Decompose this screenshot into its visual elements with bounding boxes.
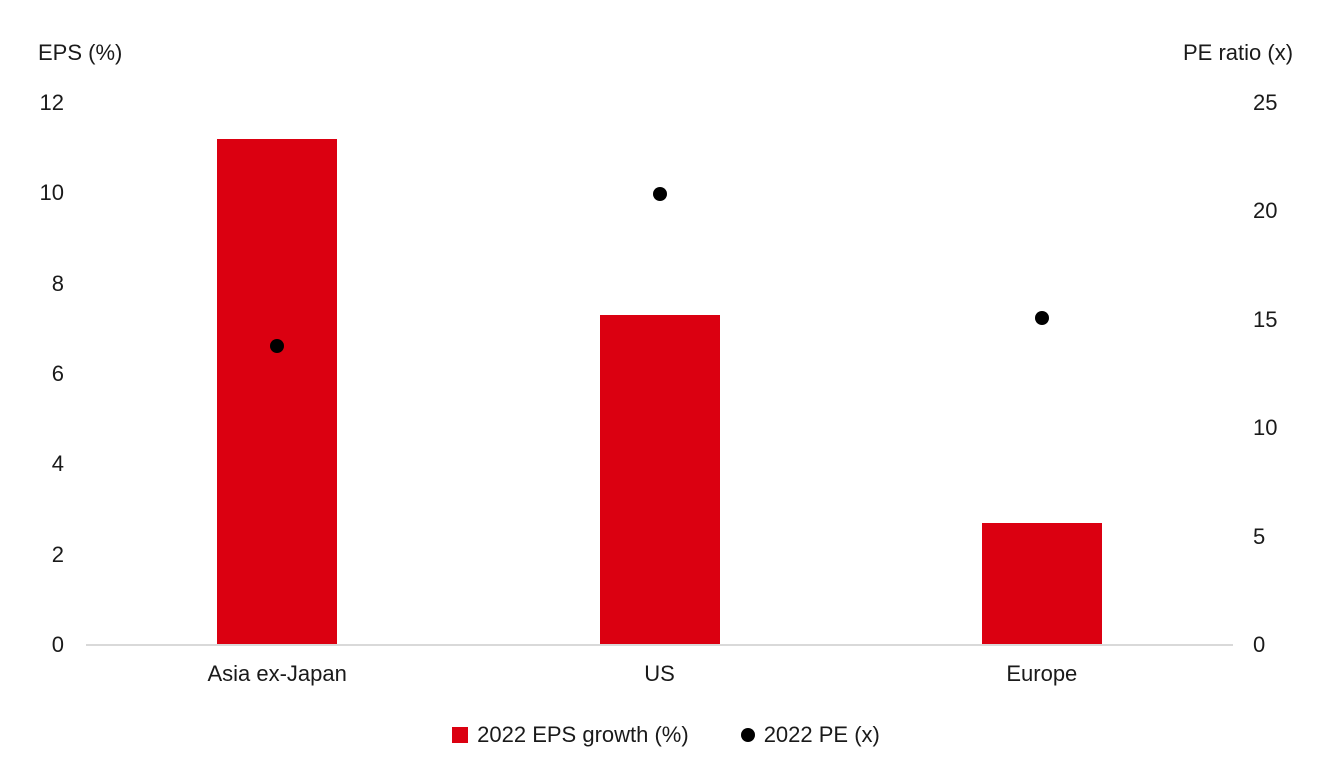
right-axis-tick-5: 5: [1253, 523, 1266, 549]
bar-us: [599, 315, 720, 645]
left-axis-tick-0: 0: [51, 632, 64, 657]
bar-asia-ex-japan: [217, 139, 338, 645]
category-label-europe: Europe: [1006, 661, 1078, 686]
left-axis-tick-6: 6: [51, 361, 64, 386]
right-axis-tick-25: 25: [1253, 90, 1278, 115]
dot-us: [652, 187, 667, 202]
left-axis-tick-2: 2: [51, 541, 64, 567]
legend-label-pe: 2022 PE (x): [763, 722, 880, 747]
legend-item-pe: 2022 PE (x): [740, 721, 880, 749]
dot-series-swatch-icon: [740, 728, 755, 742]
category-label-us: US: [644, 661, 675, 686]
legend-label-eps-growth: 2022 EPS growth (%): [477, 722, 689, 747]
right-axis-tick-10: 10: [1253, 415, 1278, 441]
right-axis-tick-20: 20: [1253, 198, 1278, 224]
right-axis-tick-0: 0: [1253, 632, 1266, 657]
dot-asia-ex-japan: [270, 338, 285, 353]
left-axis-tick-8: 8: [51, 270, 64, 296]
right-axis-tick-15: 15: [1253, 306, 1278, 332]
legend: 2022 EPS growth (%) 2022 PE (x): [0, 721, 1332, 749]
left-axis-tick-10: 10: [39, 180, 64, 206]
bar-series-swatch-icon: [452, 727, 469, 743]
bar-europe: [981, 523, 1102, 645]
x-axis-line: [86, 644, 1233, 646]
legend-item-eps-growth: 2022 EPS growth (%): [452, 721, 689, 749]
dot-europe: [1034, 310, 1049, 325]
right-axis-title: PE ratio (x): [1183, 40, 1294, 65]
category-label-asia-ex-japan: Asia ex-Japan: [207, 661, 347, 686]
left-axis-tick-4: 4: [51, 451, 64, 477]
left-axis-tick-12: 12: [39, 90, 64, 115]
left-axis-title: EPS (%): [38, 40, 123, 65]
